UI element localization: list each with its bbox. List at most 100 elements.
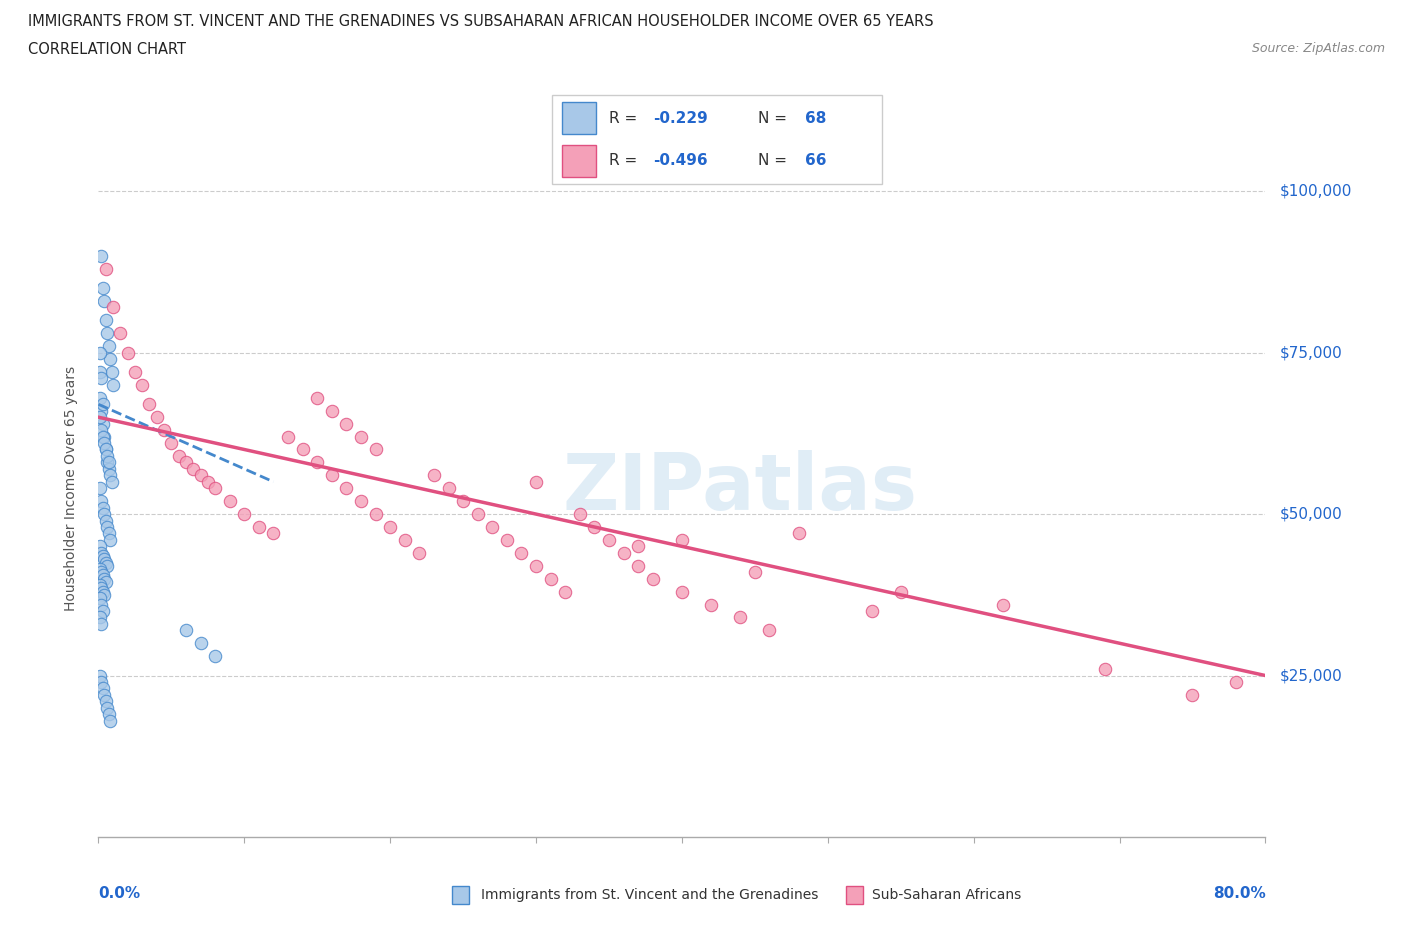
Point: [394, 533, 416, 548]
Point: [495, 533, 517, 548]
Text: $25,000: $25,000: [1279, 668, 1343, 683]
Point: [91, 417, 114, 432]
Point: [744, 565, 766, 579]
Point: [1181, 687, 1204, 702]
Point: [423, 468, 446, 483]
Point: [94, 513, 117, 528]
Point: [97, 339, 120, 353]
Point: [90, 248, 112, 263]
Text: Sub-Saharan Africans: Sub-Saharan Africans: [872, 887, 1021, 902]
FancyBboxPatch shape: [551, 95, 883, 184]
Point: [100, 474, 122, 489]
Point: [90, 404, 112, 418]
Point: [335, 481, 357, 496]
Point: [307, 455, 329, 470]
Point: [728, 610, 751, 625]
Point: [94, 442, 117, 457]
Point: [167, 448, 190, 463]
Point: [1094, 661, 1116, 676]
Point: [91, 549, 114, 564]
Point: [89, 610, 111, 625]
Point: [131, 378, 153, 392]
Point: [160, 435, 183, 450]
Point: [90, 597, 112, 612]
Text: -0.496: -0.496: [652, 153, 707, 168]
Point: [321, 468, 343, 483]
Text: Source: ZipAtlas.com: Source: ZipAtlas.com: [1251, 42, 1385, 55]
Point: [91, 681, 114, 696]
Point: [233, 507, 256, 522]
Point: [101, 378, 124, 392]
Point: [991, 597, 1014, 612]
Point: [93, 294, 115, 309]
FancyBboxPatch shape: [846, 885, 862, 904]
Point: [568, 507, 591, 522]
Point: [93, 507, 115, 522]
Point: [89, 410, 111, 425]
Point: [94, 694, 117, 709]
Point: [96, 448, 118, 463]
Text: ZIPatlas: ZIPatlas: [562, 450, 918, 526]
Point: [124, 365, 146, 379]
Point: [583, 520, 606, 535]
Point: [98, 713, 121, 728]
Point: [540, 571, 562, 586]
Text: $100,000: $100,000: [1279, 183, 1351, 199]
Text: 0.0%: 0.0%: [98, 885, 141, 901]
Text: N =: N =: [758, 111, 792, 126]
Text: R =: R =: [609, 111, 643, 126]
Text: $50,000: $50,000: [1279, 507, 1343, 522]
Point: [218, 494, 240, 509]
Point: [190, 636, 212, 651]
Point: [277, 429, 299, 444]
Point: [110, 326, 132, 340]
Point: [94, 261, 117, 276]
Point: [671, 533, 693, 548]
Point: [117, 345, 139, 360]
Point: [247, 520, 270, 535]
Point: [378, 520, 402, 535]
Point: [91, 429, 114, 444]
Point: [98, 352, 121, 366]
Point: [93, 429, 115, 444]
Point: [93, 687, 115, 702]
Point: [93, 571, 115, 586]
Point: [437, 481, 460, 496]
Point: [860, 604, 883, 618]
Point: [321, 404, 343, 418]
Point: [291, 442, 314, 457]
Point: [94, 555, 117, 570]
Text: 80.0%: 80.0%: [1212, 885, 1265, 901]
Point: [89, 345, 111, 360]
Point: [671, 584, 693, 599]
Point: [181, 461, 204, 476]
Point: [96, 520, 118, 535]
Point: [364, 442, 387, 457]
Point: [627, 558, 650, 573]
Point: [153, 422, 176, 438]
Point: [174, 455, 197, 470]
Point: [612, 545, 634, 560]
Text: R =: R =: [609, 153, 643, 168]
Point: [350, 494, 373, 509]
Point: [307, 391, 329, 405]
Point: [100, 365, 122, 379]
Point: [89, 591, 111, 605]
Point: [91, 584, 114, 599]
Point: [93, 588, 115, 603]
Point: [94, 442, 117, 457]
Point: [451, 494, 474, 509]
FancyBboxPatch shape: [453, 885, 470, 904]
Point: [90, 371, 112, 386]
Point: [91, 397, 114, 412]
Point: [94, 575, 117, 590]
Point: [93, 551, 115, 566]
Point: [90, 565, 112, 579]
Point: [350, 429, 373, 444]
Point: [90, 494, 112, 509]
Point: [1225, 674, 1247, 689]
Point: [627, 539, 650, 554]
Point: [96, 558, 118, 573]
Point: [510, 545, 533, 560]
Point: [98, 468, 121, 483]
